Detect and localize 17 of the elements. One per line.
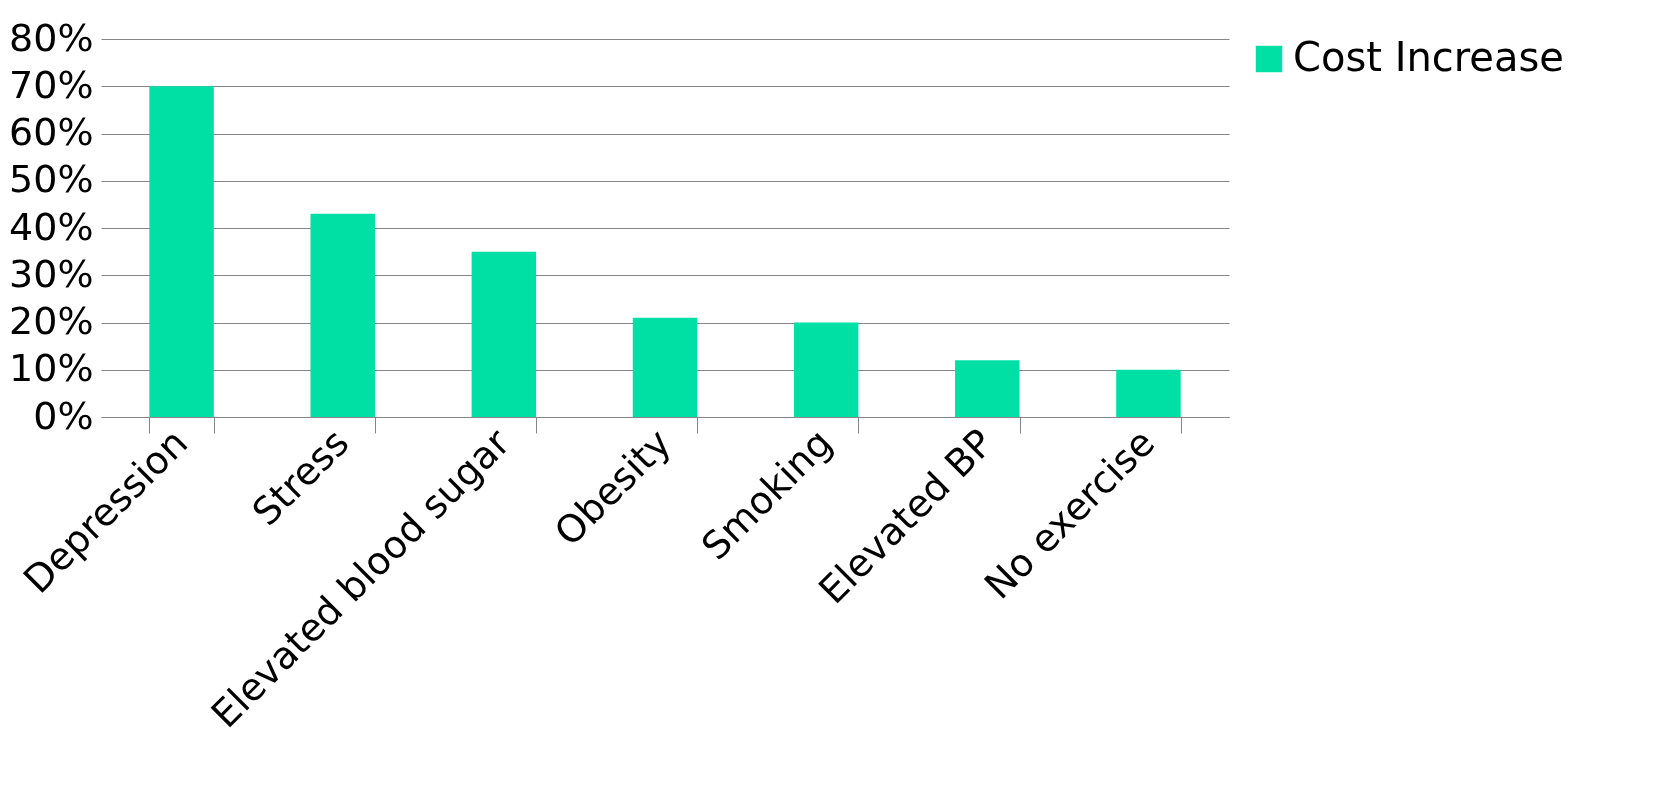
y-tick-label: 80% [9,15,94,60]
bar [310,213,375,417]
y-tick-label: 40% [9,204,94,249]
bar [1116,369,1181,417]
y-tick-label: 10% [9,346,94,391]
y-tick-label: 70% [9,62,94,107]
legend-label: Cost Increase [1293,34,1564,80]
bar [471,251,537,417]
y-tick-label: 20% [9,299,94,343]
bar [955,360,1020,417]
y-tick-label: 50% [9,157,94,202]
y-tick-label: 0% [33,393,94,438]
y-tick-label: 60% [9,110,94,154]
y-tick-label: 30% [9,251,94,296]
bar [793,322,859,417]
bar [632,317,698,417]
bar [149,86,214,417]
